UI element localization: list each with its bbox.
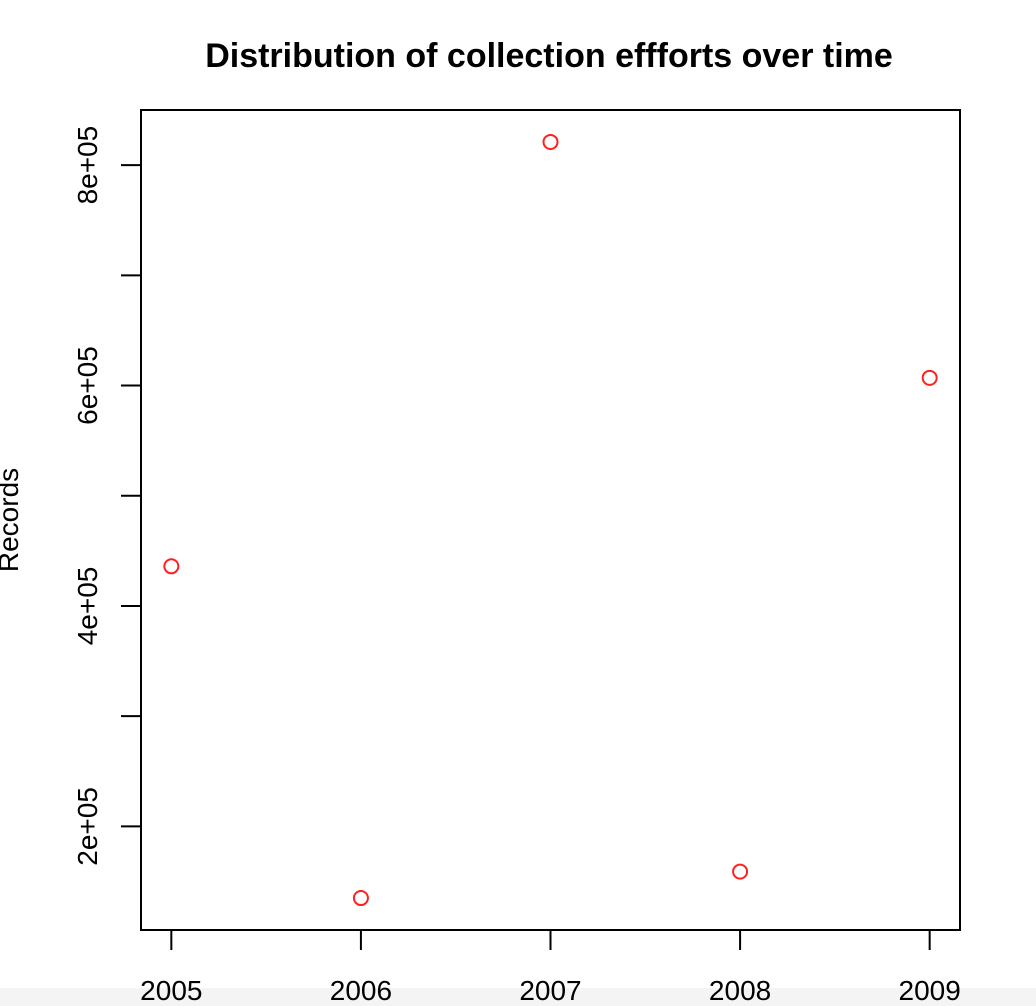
data-point [921, 369, 938, 386]
data-point [732, 863, 749, 880]
x-tick-label: 2006 [330, 975, 392, 1006]
window-bottom-strip [0, 988, 1036, 1006]
x-axis: 2005 2006 2007 2008 2009 [140, 929, 961, 1006]
x-tick-label: 2007 [519, 975, 581, 1006]
data-points [163, 133, 938, 907]
y-tick-label: 8e+05 [72, 126, 103, 205]
data-point [542, 133, 559, 150]
y-tick-label: 2e+05 [72, 787, 103, 866]
y-axis-label: Records [0, 468, 24, 572]
data-point [163, 558, 180, 575]
chart-title: Distribution of collection effforts over… [205, 37, 893, 75]
y-axis: 2e+05 4e+05 6e+05 8e+05 [72, 126, 142, 866]
data-point [352, 890, 369, 907]
y-tick-label: 6e+05 [72, 346, 103, 425]
x-tick-label: 2005 [140, 975, 202, 1006]
x-tick-label: 2008 [709, 975, 771, 1006]
x-tick-label: 2009 [899, 975, 961, 1006]
y-tick-label: 4e+05 [72, 567, 103, 646]
plot-frame [140, 109, 961, 931]
